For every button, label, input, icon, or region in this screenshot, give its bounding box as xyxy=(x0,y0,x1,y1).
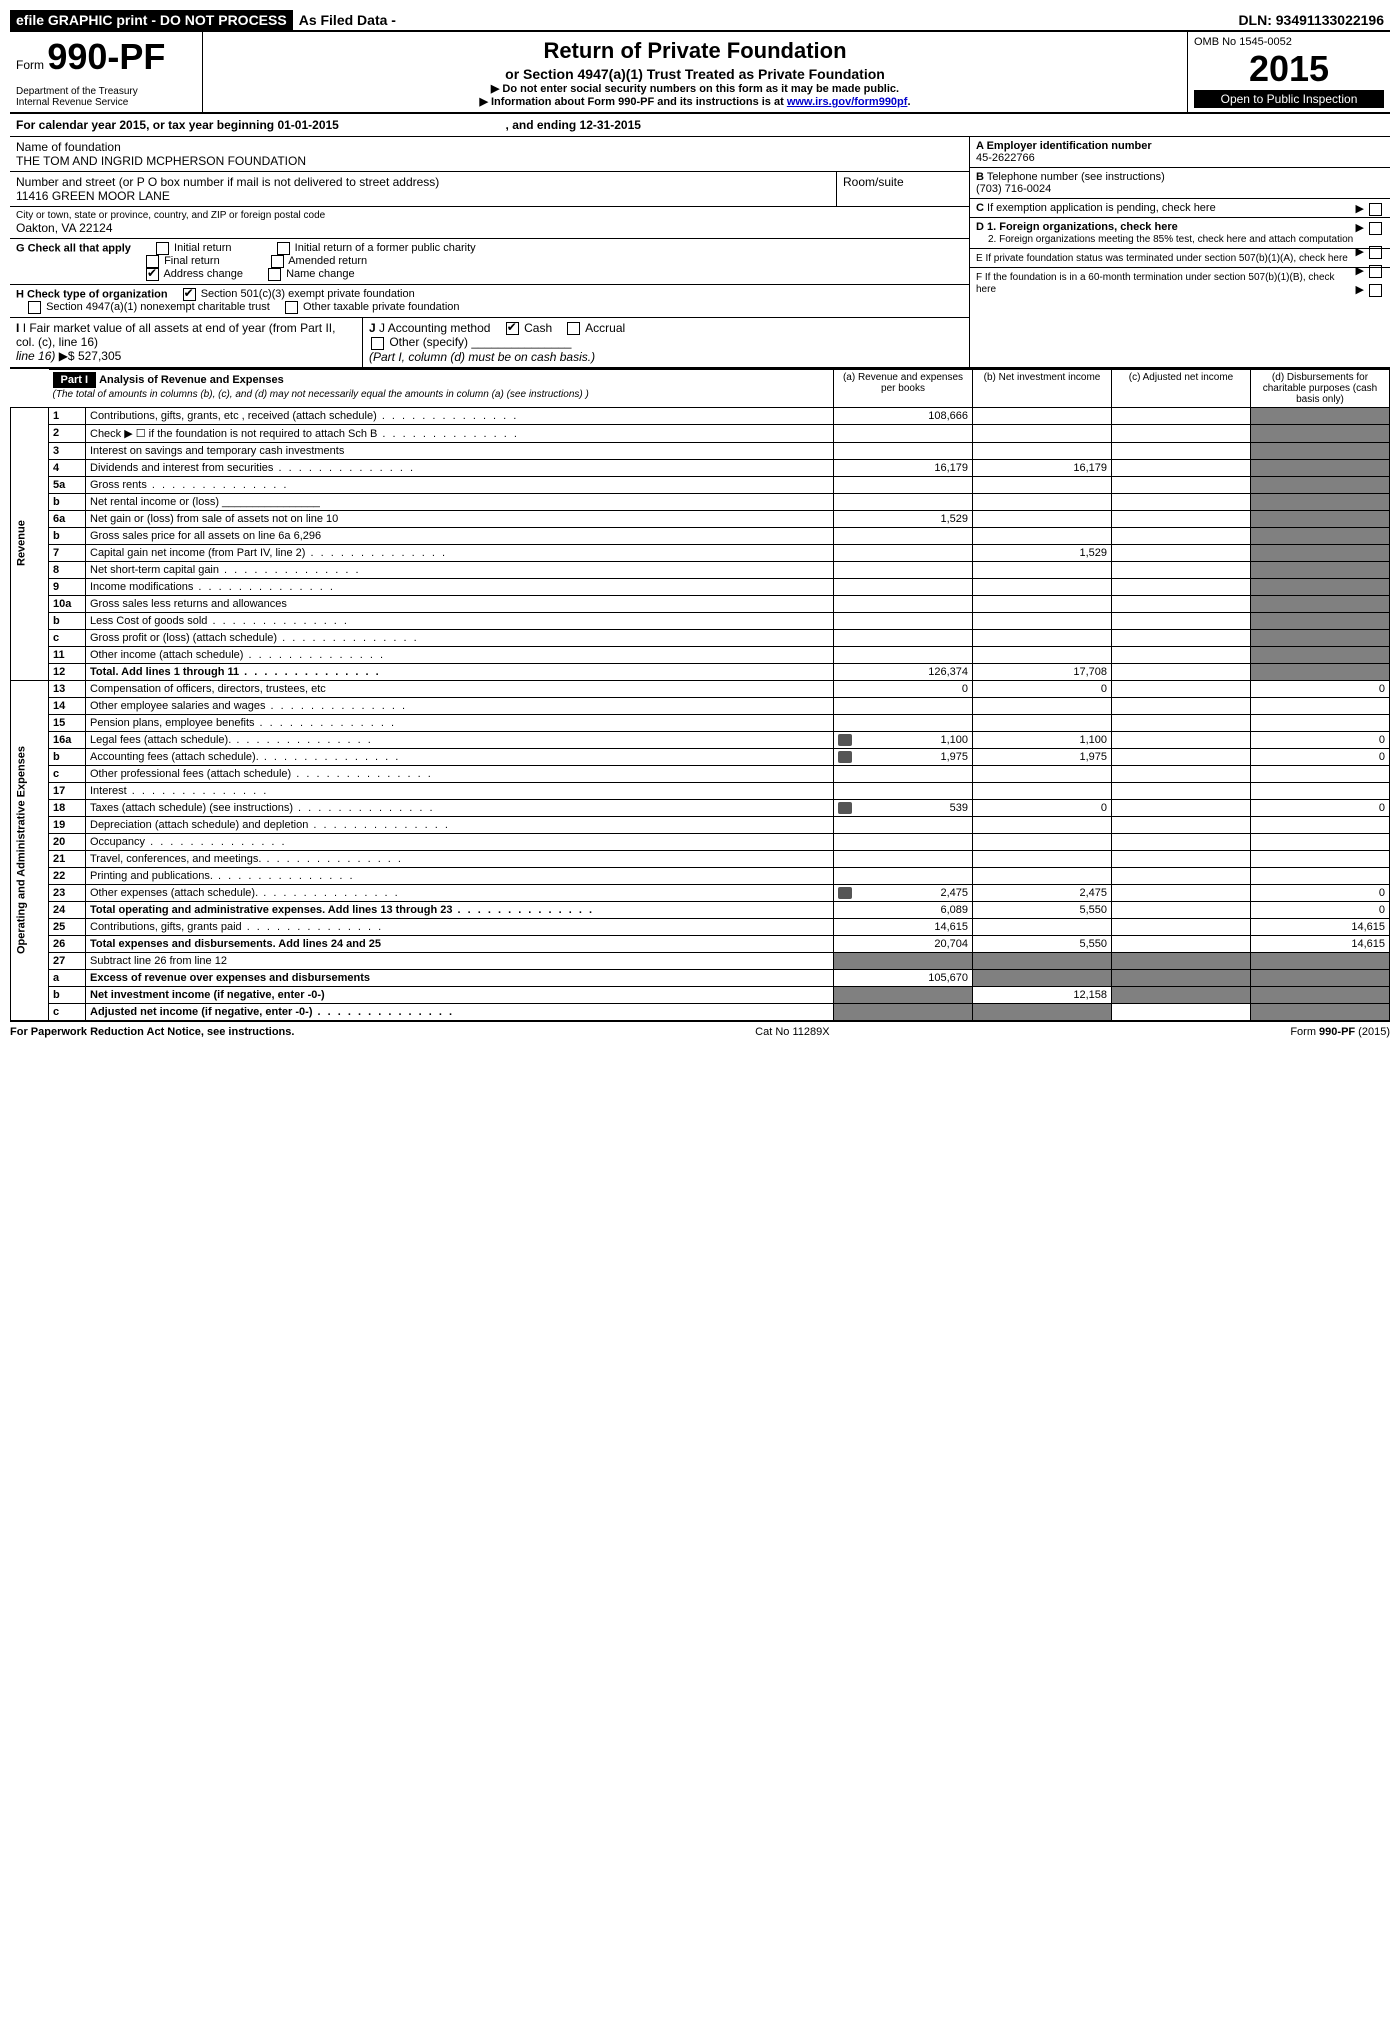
calendar-row: For calendar year 2015, or tax year begi… xyxy=(10,114,1390,137)
checkbox-d1[interactable] xyxy=(1369,222,1382,235)
table-row: 11Other income (attach schedule) xyxy=(11,646,1390,663)
table-row: 4Dividends and interest from securities1… xyxy=(11,459,1390,476)
checkbox-accrual[interactable] xyxy=(567,322,580,335)
table-row: 15Pension plans, employee benefits xyxy=(11,714,1390,731)
table-row: 8Net short-term capital gain xyxy=(11,561,1390,578)
opex-label: Operating and Administrative Expenses xyxy=(11,680,49,1020)
part1-tag: Part I xyxy=(53,372,97,388)
header-right: OMB No 1545-0052 2015 Open to Public Ins… xyxy=(1187,32,1390,112)
table-row: Revenue1Contributions, gifts, grants, et… xyxy=(11,407,1390,424)
table-row: 26Total expenses and disbursements. Add … xyxy=(11,935,1390,952)
page-footer: For Paperwork Reduction Act Notice, see … xyxy=(10,1021,1390,1038)
col-c-header: (c) Adjusted net income xyxy=(1112,369,1251,407)
table-row: 22Printing and publications. xyxy=(11,867,1390,884)
table-row: bGross sales price for all assets on lin… xyxy=(11,527,1390,544)
part1-table: Part I Analysis of Revenue and Expenses … xyxy=(10,369,1390,1021)
checkbox-address-change[interactable] xyxy=(146,268,159,281)
table-row: 19Depreciation (attach schedule) and dep… xyxy=(11,816,1390,833)
header-mid: Return of Private Foundation or Section … xyxy=(203,32,1187,112)
table-row: aExcess of revenue over expenses and dis… xyxy=(11,969,1390,986)
table-row: cOther professional fees (attach schedul… xyxy=(11,765,1390,782)
checkbox-amended[interactable] xyxy=(271,255,284,268)
top-bar: efile GRAPHIC print - DO NOT PROCESS As … xyxy=(10,10,1390,32)
col-d-header: (d) Disbursements for charitable purpose… xyxy=(1251,369,1390,407)
section-h: H Check type of organization Section 501… xyxy=(10,285,969,318)
foundation-name: THE TOM AND INGRID MCPHERSON FOUNDATION xyxy=(16,154,963,168)
checkbox-f[interactable] xyxy=(1369,284,1382,297)
col-a-header: (a) Revenue and expenses per books xyxy=(834,369,973,407)
table-row: 10aGross sales less returns and allowanc… xyxy=(11,595,1390,612)
dln: DLN: 93491133022196 xyxy=(1232,10,1390,30)
table-row: 7Capital gain net income (from Part IV, … xyxy=(11,544,1390,561)
table-row: 17Interest xyxy=(11,782,1390,799)
table-row: 21Travel, conferences, and meetings. xyxy=(11,850,1390,867)
table-row: bLess Cost of goods sold xyxy=(11,612,1390,629)
checkbox-other-taxable[interactable] xyxy=(285,301,298,314)
attachment-icon[interactable] xyxy=(838,802,852,814)
table-row: cAdjusted net income (if negative, enter… xyxy=(11,1003,1390,1020)
checkbox-e[interactable] xyxy=(1369,265,1382,278)
header-left: Form 990-PF Department of the Treasury I… xyxy=(10,32,203,112)
col-b-header: (b) Net investment income xyxy=(973,369,1112,407)
table-row: 24Total operating and administrative exp… xyxy=(11,901,1390,918)
section-g: G Check all that apply Initial return In… xyxy=(10,239,969,285)
table-row: 12Total. Add lines 1 through 11126,37417… xyxy=(11,663,1390,680)
phone: (703) 716-0024 xyxy=(976,183,1051,195)
table-row: bNet investment income (if negative, ent… xyxy=(11,986,1390,1003)
section-i: I I Fair market value of all assets at e… xyxy=(10,318,363,367)
table-row: 27Subtract line 26 from line 12 xyxy=(11,952,1390,969)
table-row: 14Other employee salaries and wages xyxy=(11,697,1390,714)
table-row: 20Occupancy xyxy=(11,833,1390,850)
info-grid: Name of foundation THE TOM AND INGRID MC… xyxy=(10,137,1390,369)
checkbox-4947[interactable] xyxy=(28,301,41,314)
table-row: bNet rental income or (loss) ___________… xyxy=(11,493,1390,510)
checkbox-initial-return[interactable] xyxy=(156,242,169,255)
form-header: Form 990-PF Department of the Treasury I… xyxy=(10,32,1390,114)
attachment-icon[interactable] xyxy=(838,734,852,746)
checkbox-name-change[interactable] xyxy=(268,268,281,281)
table-row: 9Income modifications xyxy=(11,578,1390,595)
revenue-label: Revenue xyxy=(11,407,49,680)
table-row: 3Interest on savings and temporary cash … xyxy=(11,442,1390,459)
checkbox-c[interactable] xyxy=(1369,203,1382,216)
table-row: 23 Other expenses (attach schedule).2,47… xyxy=(11,884,1390,901)
table-row: cGross profit or (loss) (attach schedule… xyxy=(11,629,1390,646)
instructions-link[interactable]: www.irs.gov/form990pf xyxy=(787,96,908,108)
asfiled-label: As Filed Data - xyxy=(293,10,402,30)
checkbox-d2[interactable] xyxy=(1369,246,1382,259)
section-j: J J Accounting method Cash Accrual Other… xyxy=(363,318,969,367)
table-row: 6aNet gain or (loss) from sale of assets… xyxy=(11,510,1390,527)
table-row: 16a Legal fees (attach schedule).1,1001,… xyxy=(11,731,1390,748)
checkbox-other-method[interactable] xyxy=(371,337,384,350)
table-row: 25Contributions, gifts, grants paid14,61… xyxy=(11,918,1390,935)
checkbox-cash[interactable] xyxy=(506,322,519,335)
attachment-icon[interactable] xyxy=(838,751,852,763)
table-row: 2Check ▶ ☐ if the foundation is not requ… xyxy=(11,424,1390,442)
table-row: 18 Taxes (attach schedule) (see instruct… xyxy=(11,799,1390,816)
table-row: 5aGross rents xyxy=(11,476,1390,493)
checkbox-initial-former[interactable] xyxy=(277,242,290,255)
table-row: b Accounting fees (attach schedule).1,97… xyxy=(11,748,1390,765)
checkbox-501c3[interactable] xyxy=(183,288,196,301)
form-title: Return of Private Foundation xyxy=(209,38,1181,64)
efile-label: efile GRAPHIC print - DO NOT PROCESS xyxy=(10,10,293,30)
attachment-icon[interactable] xyxy=(838,887,852,899)
ein: 45-2622766 xyxy=(976,152,1035,164)
table-row: Operating and Administrative Expenses13C… xyxy=(11,680,1390,697)
